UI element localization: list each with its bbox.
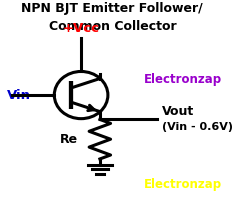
Text: Vout: Vout xyxy=(162,105,194,118)
Text: +Vcc: +Vcc xyxy=(63,22,100,35)
Text: Electronzap: Electronzap xyxy=(144,73,222,86)
Text: (Vin - 0.6V): (Vin - 0.6V) xyxy=(162,122,233,132)
Text: NPN BJT Emitter Follower/: NPN BJT Emitter Follower/ xyxy=(21,2,203,15)
Text: Re: Re xyxy=(59,133,78,146)
Text: Common Collector: Common Collector xyxy=(49,20,176,33)
Text: Vin: Vin xyxy=(7,89,31,102)
Text: Electronzap: Electronzap xyxy=(144,178,222,191)
